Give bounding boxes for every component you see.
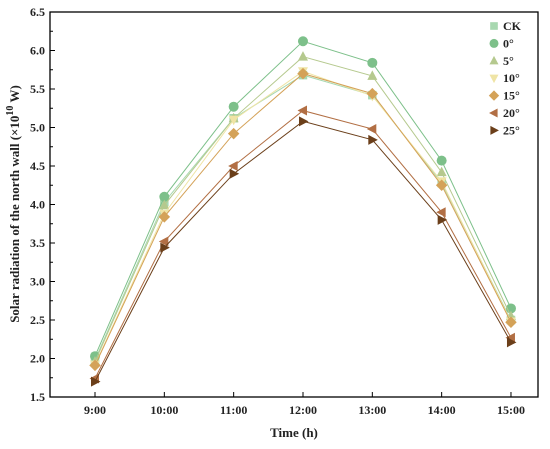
- y-tick-label: 2.5: [30, 313, 45, 327]
- y-tick-label: 2.0: [30, 352, 45, 366]
- data-point: [297, 51, 308, 61]
- y-tick-label: 6.5: [30, 5, 45, 19]
- data-point: [298, 116, 309, 127]
- x-tick-label: 9:00: [84, 403, 106, 417]
- legend-label: 5°: [503, 54, 514, 68]
- series-line: [94, 110, 512, 379]
- data-point: [159, 199, 170, 210]
- legend-marker: [489, 74, 499, 84]
- y-tick-label: 5.5: [30, 82, 45, 96]
- data-point: [89, 359, 101, 372]
- data-point: [366, 87, 379, 100]
- y-axis-title-prefix: Solar radiation of the north wall (×10: [7, 116, 22, 323]
- x-tick-label: 11:00: [220, 403, 247, 417]
- series-0: [90, 70, 516, 365]
- data-point: [297, 67, 309, 80]
- x-tick-label: 12:00: [289, 403, 317, 417]
- data-point: [435, 179, 448, 191]
- legend-label: 15°: [503, 89, 520, 103]
- data-point: [436, 166, 447, 177]
- data-point: [367, 57, 378, 68]
- legend-label: 0°: [503, 36, 514, 50]
- legend-marker: [490, 125, 499, 135]
- legend-marker: [489, 38, 499, 48]
- y-axis-title: Solar radiation of the north wall (×1010…: [5, 85, 22, 323]
- y-axis: 1.5 2.0 2.5 3.0 3.5 4.0 4.5 5.0 5.5 6.0 6.5: [30, 5, 55, 404]
- y-tick-label: 5.0: [30, 121, 45, 135]
- data-point: [368, 134, 378, 145]
- data-point: [159, 191, 170, 202]
- y-tick-label: 4.0: [30, 198, 45, 212]
- legend: CK 0° 5° 10° 15° 20° 25°: [488, 19, 522, 137]
- legend-label: CK: [503, 19, 522, 33]
- legend-marker: [490, 22, 498, 30]
- series-5: [89, 105, 515, 384]
- series-line: [94, 74, 512, 361]
- legend-label: 20°: [503, 106, 520, 120]
- data-point: [228, 115, 239, 126]
- data-point: [436, 207, 446, 218]
- data-point: [367, 70, 378, 80]
- data-point: [228, 161, 238, 171]
- data-point: [505, 316, 517, 329]
- series-1: [90, 36, 516, 362]
- x-tick-label: 14:00: [428, 403, 456, 417]
- legend-marker: [489, 55, 499, 65]
- y-tick-label: 4.5: [30, 159, 45, 173]
- x-tick-label: 13:00: [358, 403, 386, 417]
- series-4: [89, 67, 517, 372]
- data-point: [505, 332, 515, 343]
- legend-marker: [488, 90, 500, 101]
- series-line: [94, 73, 512, 366]
- data-point: [297, 36, 308, 47]
- series-layer: [89, 36, 517, 387]
- y-tick-label: 3.0: [30, 275, 45, 289]
- series-line: [94, 120, 512, 382]
- data-point: [506, 337, 517, 348]
- y-axis-title-exponent: 10: [5, 106, 16, 116]
- data-point: [227, 127, 240, 140]
- data-point: [297, 105, 307, 116]
- plot-frame: [49, 11, 539, 398]
- x-axis: 9:00 10:00 11:00 12:00 13:00 14:00 15:00: [84, 392, 525, 417]
- series-2: [90, 51, 516, 366]
- x-tick-label: 15:00: [497, 403, 525, 417]
- x-tick-label: 10:00: [150, 403, 178, 417]
- data-point: [160, 242, 170, 253]
- data-point: [366, 124, 377, 135]
- data-point: [158, 211, 171, 223]
- legend-label: 25°: [503, 123, 520, 137]
- y-axis-title-suffix: W): [7, 85, 22, 105]
- y-tick-label: 1.5: [30, 390, 45, 404]
- legend-marker: [489, 108, 498, 118]
- y-tick-label: 3.5: [30, 236, 45, 250]
- series-line: [94, 56, 512, 362]
- data-point: [437, 214, 448, 225]
- data-point: [158, 236, 169, 247]
- legend-label: 10°: [503, 71, 520, 85]
- x-axis-title: Time (h): [270, 425, 318, 440]
- y-tick-label: 6.0: [30, 44, 45, 58]
- data-point: [91, 376, 101, 387]
- series-6: [91, 116, 517, 387]
- data-point: [436, 155, 447, 166]
- data-point: [229, 168, 240, 179]
- data-point: [228, 101, 239, 112]
